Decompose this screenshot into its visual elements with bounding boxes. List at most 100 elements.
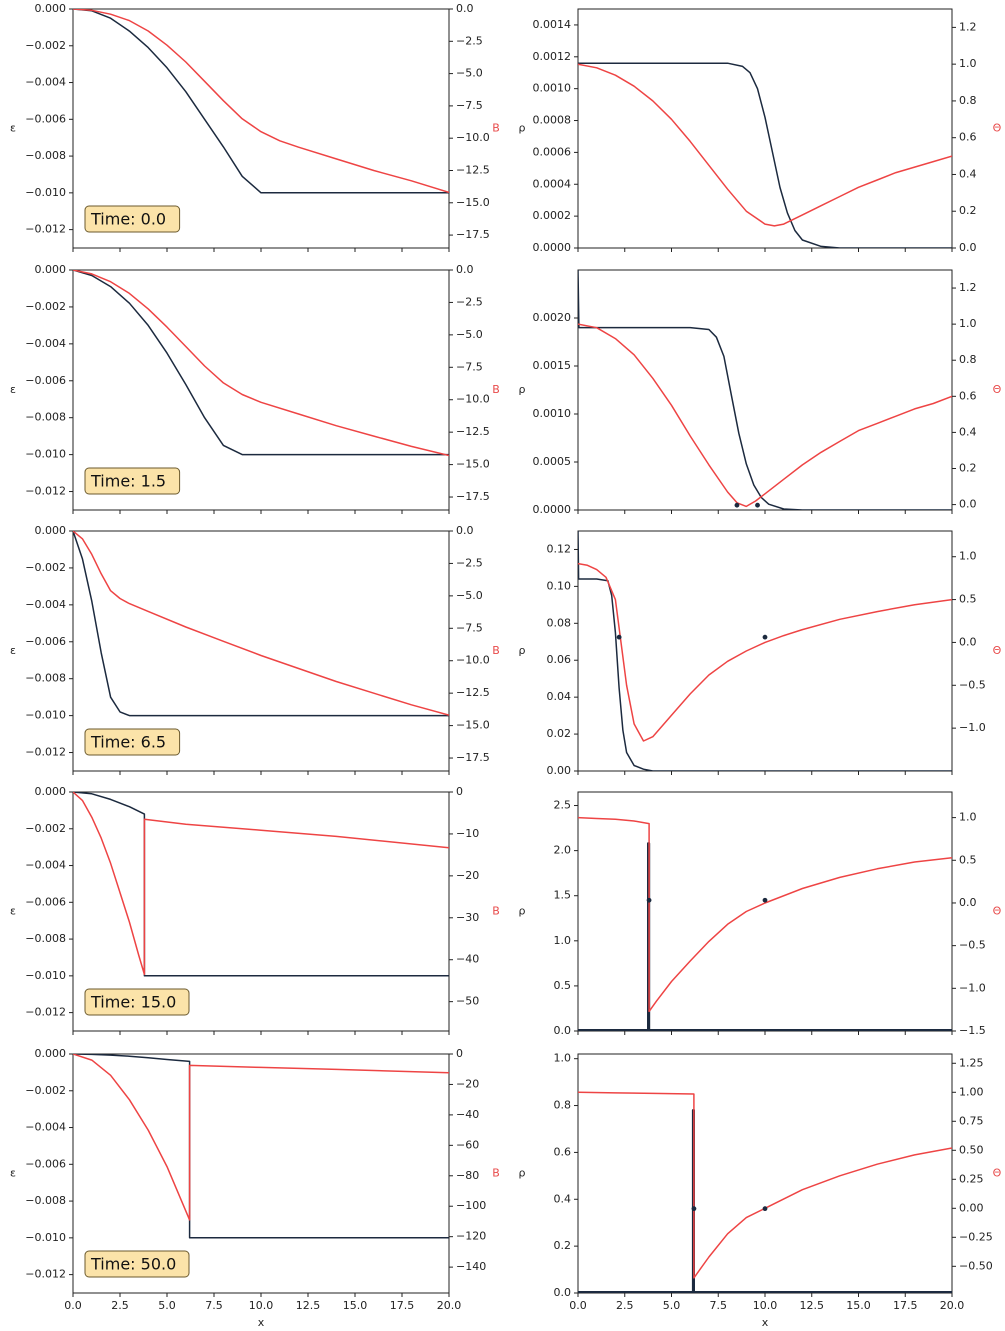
y-axis-label-right: B	[492, 383, 500, 396]
y-axis-label-left: ρ	[519, 905, 526, 918]
series-line-left	[578, 1109, 952, 1293]
y-axis-label-right: Θ	[993, 644, 1002, 657]
series-line-left	[578, 62, 952, 248]
series-group	[578, 1091, 952, 1293]
y-tick-right-label: 0	[456, 785, 463, 798]
y-tick-left-label: 0.0015	[533, 359, 572, 372]
y-tick-right-label: 0.0	[456, 2, 474, 15]
x-tick-label: 0.0	[64, 1299, 82, 1312]
y-tick-left-label: 0.5	[554, 979, 572, 992]
y-tick-left-label: 0.0005	[533, 455, 572, 468]
time-label-box	[84, 988, 190, 1016]
plot-frame	[577, 269, 953, 511]
y-tick-right-label: 0.0	[959, 635, 977, 648]
y-tick-right-label: −0.5	[959, 939, 986, 952]
chart-panel-R4: 0.0 2.5 5.0 7.5 10.0 12.5 15.0 17.5 20.0 x 0.0 0.2 0…	[519, 1052, 1002, 1329]
time-label: Time: 15.0	[90, 993, 176, 1012]
y-tick-right-label: 0.0	[959, 498, 977, 511]
y-tick-right-label: −7.5	[456, 360, 483, 373]
y-tick-left-label: −0.006	[25, 374, 66, 387]
series-point	[691, 1206, 697, 1212]
series-point	[762, 897, 768, 903]
x-tick-label: 17.5	[390, 1299, 415, 1312]
series-line-left	[73, 792, 449, 977]
y-tick-left-label: 0.000	[35, 524, 67, 537]
y-tick-left-label: −0.006	[25, 895, 66, 908]
y-tick-left-label: −0.004	[25, 337, 66, 350]
y-tick-right-label: 1.0	[959, 811, 977, 824]
y-tick-left-label: −0.008	[25, 149, 66, 162]
y-tick-left-label: 0.000	[35, 1047, 67, 1060]
series-line-right	[578, 323, 952, 508]
y-tick-left-label: 0.0010	[533, 407, 572, 420]
chart-panel-L2: 0.000 −0.002 −0.004 −0.006 −0.008 −0.010 −0.01…	[10, 524, 500, 775]
y-axis-label-left: ρ	[519, 644, 526, 657]
chart-panel-L4: 0.0 2.5 5.0 7.5 10.0 12.5 15.0 17.5 20.0 x 0.000 −0…	[10, 1047, 500, 1329]
y-tick-left-label: 0.06	[547, 653, 572, 666]
series-line-left	[578, 531, 952, 771]
plot-frame	[577, 530, 953, 772]
y-axis-label-left: ε	[10, 383, 16, 396]
y-tick-left-label: 0.4	[554, 1192, 572, 1205]
y-tick-left-label: −0.004	[25, 859, 66, 872]
y-tick-right-label: −2.5	[456, 556, 483, 569]
y-tick-left-label: −0.010	[25, 448, 66, 461]
y-tick-left-label: −0.002	[25, 300, 66, 313]
series-line-left	[73, 531, 449, 717]
plot-frame	[577, 1053, 953, 1294]
y-tick-right-label: −2.5	[456, 34, 483, 47]
y-tick-right-label: −0.25	[959, 1230, 993, 1243]
y-tick-left-label: −0.006	[25, 635, 66, 648]
series-line-right	[73, 792, 449, 976]
y-tick-right-label: −12.5	[456, 163, 490, 176]
y-tick-right-label: −2.5	[456, 295, 483, 308]
series-line-left	[73, 270, 449, 456]
y-tick-left-label: 0.6	[554, 1145, 572, 1158]
x-tick-label: 5.0	[158, 1299, 176, 1312]
series-line-left	[73, 9, 449, 194]
x-tick-label: 0.0	[569, 1299, 587, 1312]
y-tick-right-label: −10	[456, 827, 479, 840]
y-tick-right-label: 0.25	[959, 1172, 984, 1185]
y-tick-right-label: 0.5	[959, 853, 977, 866]
y-tick-left-label: 0.0012	[533, 50, 572, 63]
y-axis-label-left: ε	[10, 644, 16, 657]
series-line-right	[578, 63, 952, 227]
series-line-right	[73, 531, 449, 716]
y-tick-right-label: −100	[456, 1199, 486, 1212]
y-tick-left-label: 0.0	[554, 1286, 572, 1299]
series-line-left	[73, 1054, 449, 1239]
time-label-box	[84, 1250, 190, 1278]
y-tick-left-label: 0.000	[35, 263, 67, 276]
y-tick-right-label: −17.5	[456, 490, 490, 503]
y-tick-right-label: −80	[456, 1169, 479, 1182]
y-tick-right-label: −30	[456, 911, 479, 924]
series-line-left	[578, 842, 952, 1031]
x-tick-label: 12.5	[800, 1299, 825, 1312]
y-tick-left-label: 0.00	[547, 764, 572, 777]
y-axis-label-left: ε	[10, 122, 16, 135]
series-point	[755, 502, 760, 508]
y-tick-left-label: 0.0010	[533, 82, 572, 95]
y-tick-right-label: −10.0	[456, 393, 490, 406]
series-group	[73, 1054, 449, 1239]
y-tick-left-label: 0.0008	[533, 114, 572, 127]
y-tick-left-label: 0.04	[547, 690, 572, 703]
series-point	[616, 634, 622, 640]
y-tick-right-label: −5.0	[456, 328, 483, 341]
y-tick-left-label: −0.010	[25, 186, 66, 199]
y-tick-right-label: 1.2	[959, 281, 977, 294]
y-axis-label-right: Θ	[993, 122, 1002, 135]
y-tick-left-label: 0.0000	[533, 241, 572, 254]
x-tick-label: 17.5	[893, 1299, 918, 1312]
chart-panel-R0: 0.00000.00020.00040.00060.00080.00100.00…	[519, 8, 1002, 254]
y-tick-left-label: 0.000	[35, 2, 67, 15]
y-tick-left-label: 2.0	[554, 844, 572, 857]
y-tick-right-label: −140	[456, 1260, 486, 1273]
time-label-box	[84, 205, 181, 233]
y-axis-label-left: ε	[10, 1167, 16, 1180]
y-tick-right-label: −1.5	[959, 1024, 986, 1037]
y-tick-left-label: 0.0020	[533, 311, 572, 324]
y-tick-right-label: 0.0	[456, 524, 474, 537]
y-tick-right-label: 1.0	[959, 57, 977, 70]
